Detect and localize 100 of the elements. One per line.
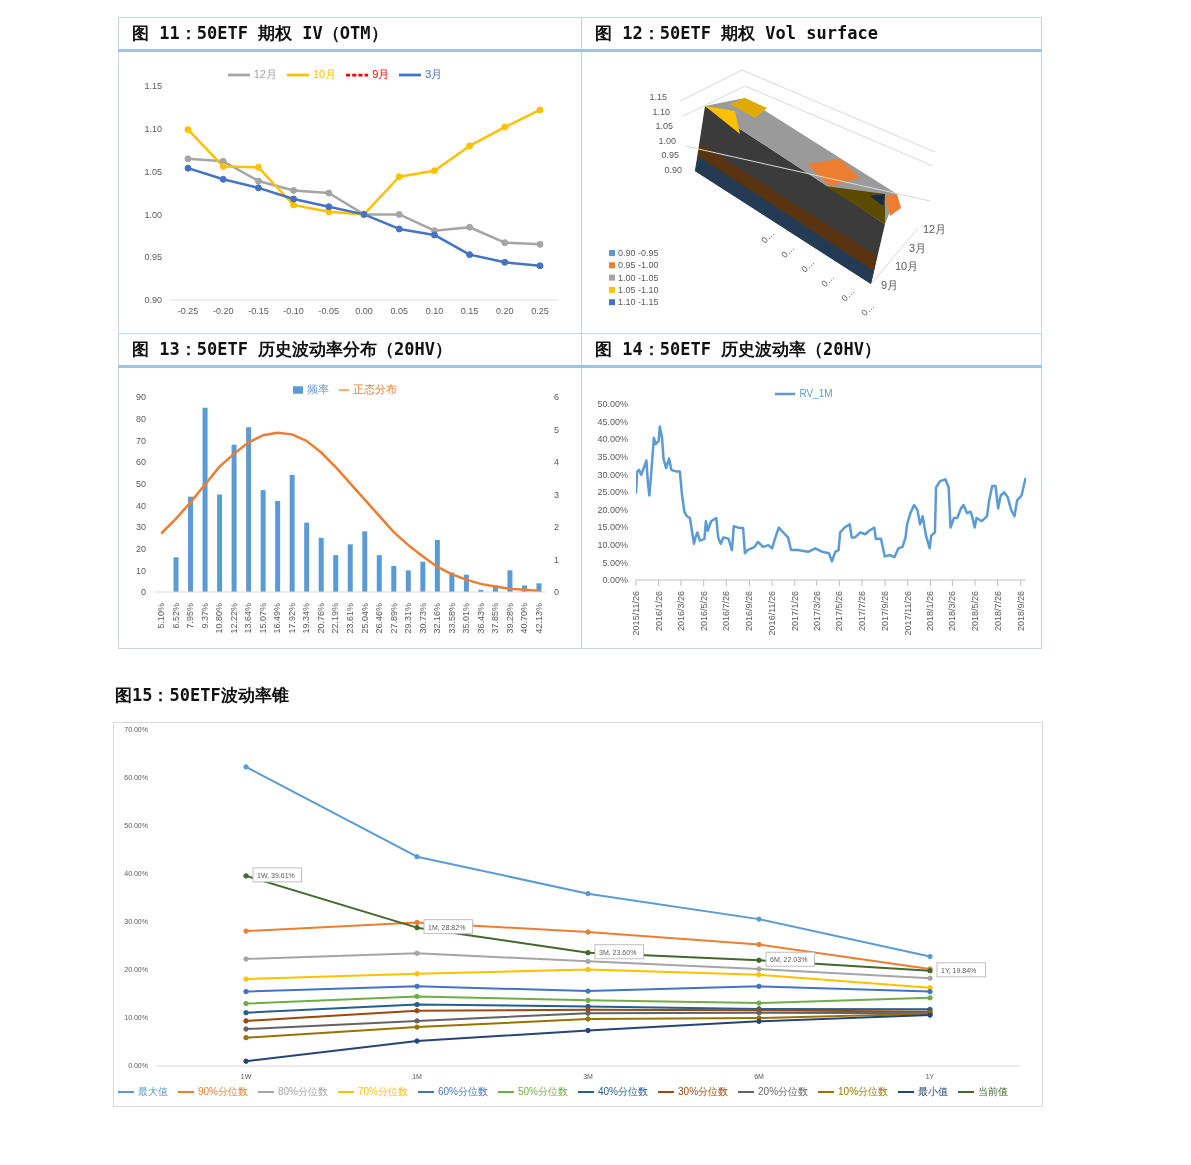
x-tick-label: 6.52% bbox=[170, 603, 181, 629]
chart-title: 图 13：50ETF 历史波动率分布（20HV） bbox=[132, 338, 453, 361]
x-tick-label: 37.85% bbox=[490, 603, 501, 634]
x-tick-label: 2017/5/26 bbox=[834, 591, 845, 632]
x-tick-label: 0.05 bbox=[390, 306, 408, 317]
text: 0… bbox=[819, 271, 837, 289]
legend-label: 30%分位数 bbox=[678, 1085, 729, 1097]
y-tick-label: 60 bbox=[135, 457, 146, 468]
text: 0.95 -1.00 bbox=[618, 260, 659, 271]
x-tick-label: 2018/7/26 bbox=[992, 591, 1003, 632]
x-tick-label: 27.89% bbox=[388, 603, 399, 634]
x-tick-label: 2017/11/26 bbox=[902, 591, 913, 636]
y2-tick-label: 6 bbox=[554, 392, 560, 403]
y2-tick-label: 4 bbox=[554, 457, 560, 468]
y-tick-label: 0.90 bbox=[144, 295, 162, 306]
x-tick-label: 2017/9/26 bbox=[880, 591, 891, 632]
y-tick-label: 80 bbox=[135, 413, 146, 424]
x-tick-label: 2018/3/26 bbox=[947, 591, 958, 632]
y-tick-label: 10.00% bbox=[597, 539, 628, 550]
x-tick-label: 36.43% bbox=[475, 603, 486, 634]
legend-label: RV_1M bbox=[799, 387, 833, 399]
y-tick-label: 1.05 bbox=[144, 166, 162, 177]
legend-label: 当前值 bbox=[978, 1085, 1009, 1097]
chart-title: 图 14：50ETF 历史波动率（20HV） bbox=[595, 338, 882, 361]
x-tick-label: 42.13% bbox=[533, 603, 544, 634]
x-tick-label: 13.64% bbox=[243, 603, 254, 634]
y-tick-label: 0.00% bbox=[602, 575, 628, 586]
y-tick-label: 20 bbox=[135, 543, 146, 554]
chart-title: 图 11：50ETF 期权 IV（OTM） bbox=[132, 22, 388, 45]
text: 10月 bbox=[895, 260, 919, 272]
legend-label: 最大值 bbox=[137, 1085, 168, 1097]
y-tick-label: 1.10 bbox=[144, 124, 162, 134]
x-tick-label: -0.15 bbox=[248, 306, 269, 317]
x-tick-label: 2017/3/26 bbox=[811, 591, 822, 632]
text: 图 12：50ETF 期权 Vol surface bbox=[595, 22, 878, 45]
legend-label: 10%分位数 bbox=[838, 1085, 889, 1097]
x-tick-label: 32.16% bbox=[432, 603, 443, 634]
text: 1.05 bbox=[655, 121, 673, 132]
y-tick-label: 70 bbox=[135, 435, 146, 446]
x-tick-label: 39.28% bbox=[504, 603, 515, 634]
x-tick-label: 5.10% bbox=[156, 603, 167, 629]
x-tick-label: -0.20 bbox=[212, 306, 234, 317]
x-tick-label: 7.95% bbox=[185, 603, 196, 629]
legend-label: 50%分位数 bbox=[517, 1085, 568, 1097]
y2-tick-label: 5 bbox=[554, 424, 560, 435]
x-tick-label: 2016/5/26 bbox=[698, 591, 709, 632]
text: 3月 bbox=[909, 241, 927, 254]
x-tick-label: 0.00 bbox=[355, 306, 373, 317]
text: 0… bbox=[799, 257, 817, 275]
x-tick-label: 40.70% bbox=[519, 603, 530, 634]
x-tick-label: -0.10 bbox=[283, 306, 304, 317]
x-tick-label: 2017/7/26 bbox=[857, 591, 868, 632]
y-tick-label: 45.00% bbox=[597, 416, 628, 427]
text: 1.15 bbox=[649, 92, 667, 102]
legend-label: 最小值 bbox=[918, 1085, 949, 1097]
text: 0.90 -0.95 bbox=[618, 248, 659, 258]
x-tick-label: 23.61% bbox=[345, 603, 355, 634]
x-tick-label: 15.07% bbox=[257, 603, 268, 634]
x-tick-label: 0.25 bbox=[531, 306, 549, 317]
y-tick-label: 10 bbox=[135, 565, 146, 576]
x-tick-label: 10.80% bbox=[214, 603, 225, 634]
legend-label: 80%分位数 bbox=[277, 1085, 328, 1097]
text: 0.90 bbox=[664, 165, 682, 175]
x-tick-label: -0.25 bbox=[177, 306, 199, 317]
x-tick-label: 0.10 bbox=[425, 306, 444, 317]
x-tick-label: 22.19% bbox=[330, 603, 341, 634]
x-tick-label: 2016/1/26 bbox=[653, 591, 664, 632]
y-tick-label: 1.15 bbox=[144, 81, 162, 92]
y-tick-label: 30 bbox=[135, 522, 146, 533]
x-tick-label: 25.04% bbox=[359, 603, 370, 634]
y-tick-label: 50 bbox=[135, 478, 146, 489]
x-tick-label: 2018/5/26 bbox=[970, 591, 981, 632]
legend-label: 12月 bbox=[253, 67, 277, 80]
x-tick-label: 16.49% bbox=[272, 603, 283, 634]
legend-label: 3月 bbox=[425, 67, 443, 80]
x-tick-label: 0.20 bbox=[496, 306, 514, 317]
legend-label: 正态分布 bbox=[353, 383, 397, 395]
x-tick-label: 35.01% bbox=[461, 603, 472, 634]
text: 0… bbox=[759, 228, 777, 246]
legend-label: 9月 bbox=[372, 67, 390, 80]
text: 1.00 bbox=[658, 135, 676, 146]
x-tick-label: 2016/11/26 bbox=[767, 591, 778, 636]
y-tick-label: 0 bbox=[140, 587, 146, 598]
legend-label: 90%分位数 bbox=[197, 1085, 248, 1097]
x-tick-label: 33.58% bbox=[446, 603, 457, 634]
x-tick-label: 26.46% bbox=[374, 603, 385, 634]
x-tick-label: 30.73% bbox=[417, 603, 428, 634]
x-tick-label: 19.34% bbox=[301, 603, 312, 634]
text: 1.10 bbox=[652, 106, 670, 117]
chart-title: 图15：50ETF波动率锥 bbox=[115, 684, 289, 707]
x-tick-label: 9.37% bbox=[199, 603, 210, 629]
x-tick-label: 29.31% bbox=[403, 603, 414, 634]
text: 1.10 -1.15 bbox=[618, 297, 659, 308]
y-tick-label: 40.00% bbox=[597, 434, 628, 445]
y-tick-label: 50.00% bbox=[597, 399, 628, 410]
x-tick-label: 2018/9/26 bbox=[1015, 591, 1026, 632]
x-tick-label: 2016/9/26 bbox=[744, 591, 755, 632]
x-tick-label: 2015/11/26 bbox=[631, 591, 641, 636]
y-tick-label: 20.00% bbox=[597, 504, 628, 515]
legend-label: 60%分位数 bbox=[437, 1085, 488, 1097]
